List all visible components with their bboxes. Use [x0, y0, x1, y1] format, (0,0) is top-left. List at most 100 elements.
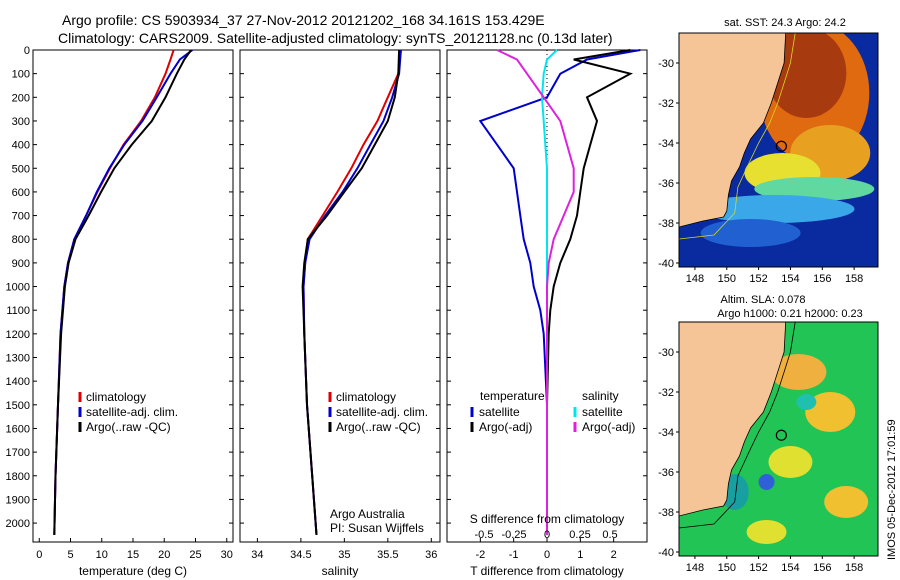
- map-y-tick-label: -30: [658, 347, 674, 359]
- map-x-tick-label: 150: [718, 273, 736, 285]
- map-y-tick-label: -30: [658, 58, 674, 70]
- x-axis-label: salinity: [322, 564, 359, 578]
- map-x-tick-label: 150: [718, 562, 736, 574]
- sla-map-subtitle: Argo h1000: 0.21 h2000: 0.23: [717, 308, 863, 320]
- low-sla-region: [758, 474, 775, 490]
- y-tick-label: 600: [12, 187, 30, 199]
- x-top-tick-label: 0.5: [602, 529, 617, 541]
- map-x-tick-label: 154: [781, 273, 799, 285]
- high-sla-region: [824, 486, 869, 518]
- y-tick-label: 200: [12, 92, 30, 104]
- x-tick-label: -2: [475, 549, 485, 561]
- y-tick-label: 1100: [6, 305, 30, 317]
- map-y-tick-label: -32: [658, 387, 674, 399]
- annotation-text: Argo Australia: [330, 507, 405, 521]
- series-line-difference-3: [496, 49, 575, 535]
- y-tick-label: 500: [12, 163, 30, 175]
- map-y-tick-label: -38: [658, 507, 674, 519]
- mid-water-region: [754, 177, 875, 201]
- map-x-tick-label: 156: [813, 562, 831, 574]
- map-x-tick-label: 158: [845, 562, 863, 574]
- x-tick-label: 20: [158, 549, 170, 561]
- y-tick-label: 1400: [6, 376, 30, 388]
- y-tick-label: 700: [12, 211, 30, 223]
- map-y-tick-label: -34: [658, 427, 674, 439]
- map-y-tick-label: -40: [658, 258, 674, 270]
- map-frame-sla_map: [678, 321, 879, 557]
- legend-label: satellite-adj. clim.: [336, 405, 428, 419]
- x-tick-label: 34.5: [290, 549, 311, 561]
- map-x-tick-label: 158: [845, 273, 863, 285]
- x-tick-label: -1: [509, 549, 519, 561]
- map-x-tick-label: 148: [686, 273, 704, 285]
- sst-map-title: sat. SST: 24.3 Argo: 24.2: [724, 17, 846, 29]
- y-tick-label: 2000: [6, 518, 30, 530]
- argo-float-marker: [775, 140, 787, 152]
- high-sla-region: [746, 520, 787, 544]
- x-top-tick-label: -0.5: [475, 529, 494, 541]
- map-layer-sst_map: [679, 33, 878, 267]
- y-tick-label: 1200: [6, 329, 30, 341]
- legend-label: satellite: [582, 405, 623, 419]
- x-axis-label: temperature (deg C): [79, 564, 187, 578]
- x-top-tick-label: -0.25: [501, 529, 526, 541]
- x-top-tick-label: 0: [544, 529, 550, 541]
- x-top-tick-label: 0.25: [569, 529, 590, 541]
- map-y-tick-label: -34: [658, 138, 674, 150]
- footer-credit: IMOS 05-Dec-2012 17:01:59: [886, 419, 898, 560]
- high-sla-region: [805, 392, 856, 432]
- shelf-contour: [679, 322, 796, 529]
- y-tick-label: 1800: [6, 471, 30, 483]
- series-line-difference-1: [546, 49, 634, 535]
- x-tick-label: 0: [36, 549, 42, 561]
- map-y-tick-label: -36: [658, 467, 674, 479]
- shelf-contour: [679, 33, 796, 240]
- map-x-tick-label: 148: [686, 562, 704, 574]
- map-x-tick-label: 152: [749, 562, 767, 574]
- x-tick-label: 1: [577, 549, 583, 561]
- legend-label: Argo(-adj): [479, 420, 532, 434]
- y-tick-label: 1600: [6, 423, 30, 435]
- y-tick-label: 0: [24, 45, 30, 57]
- map-y-tick-label: -38: [658, 218, 674, 230]
- map-y-tick-label: -36: [658, 178, 674, 190]
- x-tick-label: 34: [251, 549, 263, 561]
- high-sla-region: [768, 446, 813, 478]
- y-tick-label: 1300: [6, 353, 30, 365]
- map-x-tick-label: 156: [813, 273, 831, 285]
- legend-label: satellite-adj. clim.: [86, 405, 178, 419]
- figure-title-line1: Argo profile: CS 5903934_37 27-Nov-2012 …: [62, 12, 545, 28]
- cool-water-region: [700, 219, 801, 247]
- warm-water-region: [766, 33, 847, 118]
- legend-label: climatology: [86, 390, 146, 404]
- low-sla-region: [796, 394, 817, 410]
- high-sla-region: [770, 354, 827, 390]
- x-tick-label: 2: [611, 549, 617, 561]
- figure-title-line2: Climatology: CARS2009. Satellite-adjuste…: [58, 30, 613, 46]
- legend-header: temperature: [480, 389, 545, 403]
- x-axis-label: T difference from climatology: [470, 564, 624, 578]
- x-tick-label: 15: [127, 549, 139, 561]
- y-tick-label: 300: [12, 116, 30, 128]
- argo-float-marker: [775, 429, 787, 441]
- land-mass: [679, 33, 787, 228]
- y-tick-label: 800: [12, 234, 30, 246]
- x-tick-label: 36: [425, 549, 437, 561]
- y-tick-label: 400: [12, 140, 30, 152]
- series-line-temperature-2: [53, 49, 192, 535]
- series-line-difference-0: [478, 49, 641, 535]
- annotation-text: PI: Susan Wijffels: [330, 521, 424, 535]
- map-x-tick-label: 154: [781, 562, 799, 574]
- legend-label: satellite: [479, 405, 520, 419]
- legend-label: climatology: [336, 390, 396, 404]
- x-tick-label: 30: [221, 549, 233, 561]
- cool-water-region: [694, 195, 855, 223]
- legend-label: Argo(..raw -QC): [86, 420, 171, 434]
- y-tick-label: 1900: [6, 494, 30, 506]
- y-tick-label: 1500: [6, 400, 30, 412]
- panel-frame-salinity: [239, 49, 441, 543]
- series-line-salinity-2: [301, 49, 401, 535]
- map-x-tick-label: 152: [749, 273, 767, 285]
- map-layer-sla_map: [679, 322, 878, 556]
